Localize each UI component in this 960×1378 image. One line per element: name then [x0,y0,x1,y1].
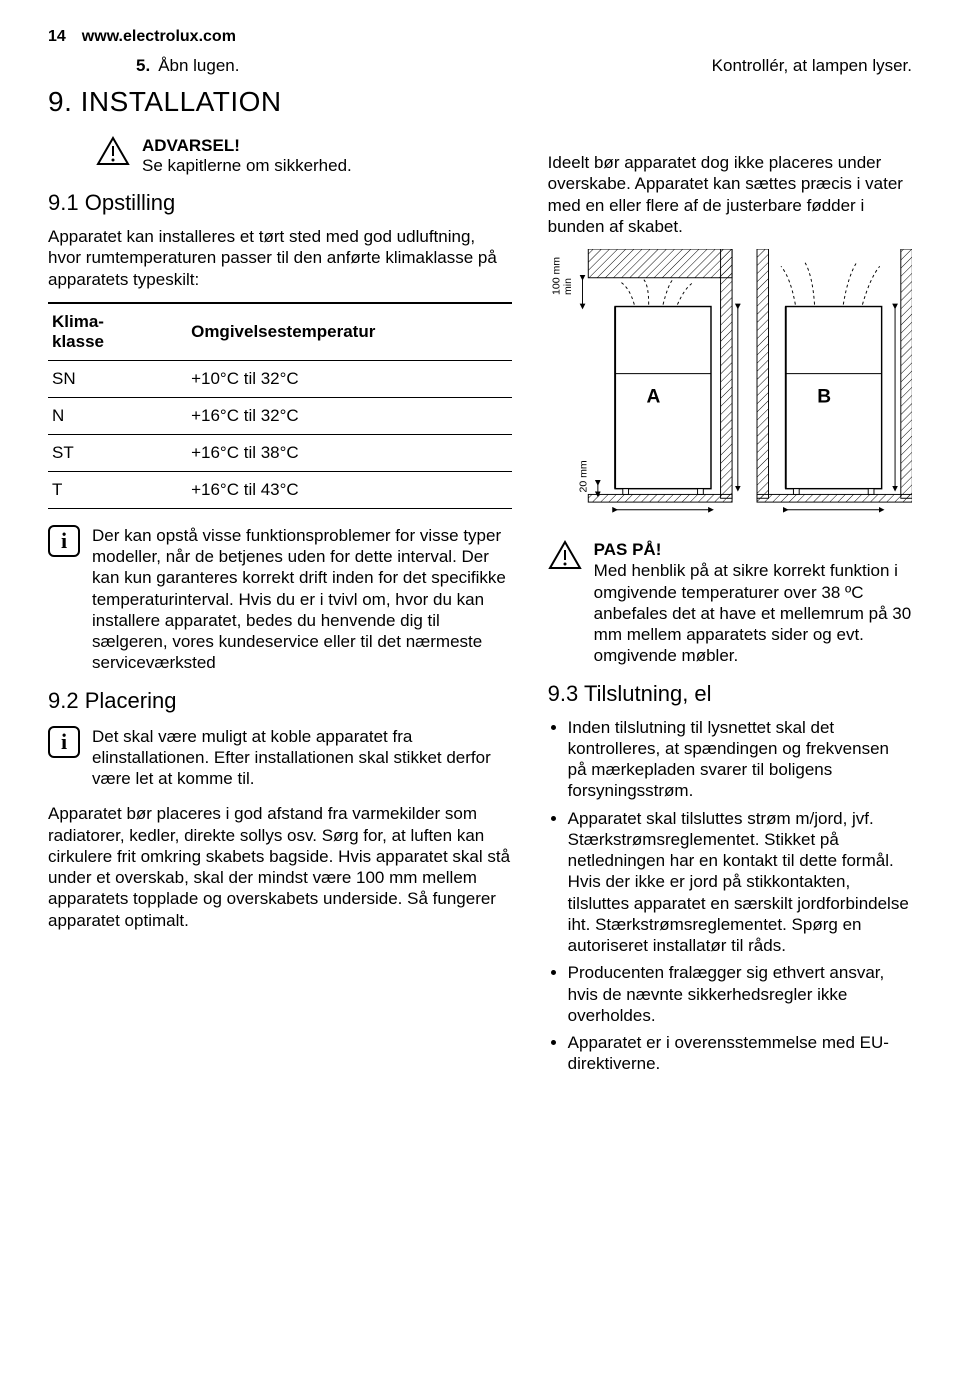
table-row: N+16°C til 32°C [48,397,512,434]
table-row: SN+10°C til 32°C [48,360,512,397]
warning-text: Se kapitlerne om sikkerhed. [142,156,352,176]
table-row: T+16°C til 43°C [48,471,512,508]
section-9-1-heading: 9.1 Opstilling [48,190,512,216]
section-9-3-heading: 9.3 Tilslutning, el [548,681,912,707]
step-5-text: Åbn lugen. [158,56,239,76]
info-icon: i [48,525,80,557]
climate-table: Klima- klasse Omgivelsestemperatur SN+10… [48,302,512,509]
list-item: Inden tilslutning til lysnettet skal det… [568,717,912,802]
th-klasse: Klima- klasse [48,303,187,361]
list-item: Producenten fralægger sig ethvert ansvar… [568,962,912,1026]
right-column: Kontrollér, at lampen lyser. Ideelt bør … [548,56,912,1081]
diagram-label-100mm: 100 mm [550,257,562,295]
section-9-2-heading: 9.2 Placering [48,688,512,714]
section-9-3-list: Inden tilslutning til lysnettet skal det… [548,717,912,1075]
right-intro: Ideelt bør apparatet dog ikke placeres u… [548,152,912,237]
page-number: 14 [48,28,66,46]
caution-text: Med henblik på at sikre korrekt funktion… [594,560,912,666]
warning-icon [96,136,130,166]
warning-icon [548,540,582,570]
info-2-text: Det skal være muligt at koble apparatet … [92,726,512,790]
info-icon: i [48,726,80,758]
diagram-svg: A [548,249,912,517]
section-9-1-title: Opstilling [85,190,175,215]
section-9-text: INSTALLATION [81,86,282,117]
section-9-2-number: 9.2 [48,688,79,713]
page-header: 14 www.electrolux.com [48,28,912,46]
section-9-1-intro: Apparatet kan installeres et tørt sted m… [48,226,512,290]
diagram-label-a: A [646,386,660,407]
site-url: www.electrolux.com [82,28,236,46]
step-5-number: 5. [136,56,150,76]
section-9-title: 9. INSTALLATION [48,86,512,118]
caution-title: PAS PÅ! [594,540,912,560]
warning-block: ADVARSEL! Se kapitlerne om sikkerhed. [96,136,512,176]
check-lamp-text: Kontrollér, at lampen lyser. [548,56,912,76]
left-column: 5. Åbn lugen. 9. INSTALLATION ADVARSEL! … [48,56,512,1081]
section-9-2-title: Placering [85,688,177,713]
info-block-1: i Der kan opstå visse funktionsproblemer… [48,525,512,674]
list-item: Apparatet skal tilsluttes strøm m/jord, … [568,808,912,957]
section-9-1-number: 9.1 [48,190,79,215]
info-1-text: Der kan opstå visse funktionsproblemer f… [92,525,512,674]
section-9-3-number: 9.3 [548,681,579,706]
th-temp: Omgivelsestemperatur [187,303,512,361]
info-block-2: i Det skal være muligt at koble apparate… [48,726,512,790]
table-row: ST+16°C til 38°C [48,434,512,471]
placement-diagram: A [548,249,912,522]
caution-block: PAS PÅ! Med henblik på at sikre korrekt … [548,540,912,666]
list-item: Apparatet er i overensstemmelse med EU-d… [568,1032,912,1075]
section-9-3-title: Tilslutning, el [584,681,712,706]
step-5: 5. Åbn lugen. [136,56,512,76]
section-9-number: 9. [48,86,72,117]
section-9-2-body: Apparatet bør placeres i god afstand fra… [48,803,512,931]
diagram-label-20mm: 20 mm [577,460,589,492]
warning-title: ADVARSEL! [142,136,352,156]
diagram-label-b: B [817,386,831,407]
diagram-label-min: min [562,278,574,295]
